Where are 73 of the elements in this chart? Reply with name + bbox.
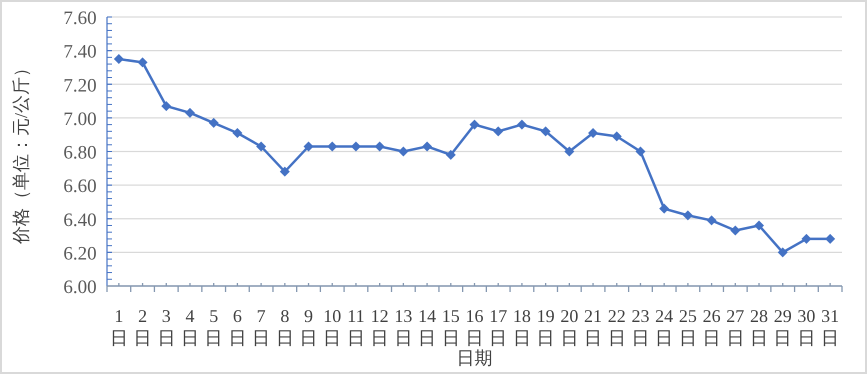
point: [304, 141, 314, 152]
point: [232, 128, 242, 138]
point: [540, 126, 551, 136]
point: [208, 118, 219, 128]
point: [564, 146, 574, 156]
x-tick-label: 10日: [323, 306, 342, 348]
x-tick-label: 14日: [418, 306, 436, 348]
x-tick-label: 15日: [442, 306, 460, 348]
point: [470, 120, 480, 130]
y-tick-label: 7.00: [63, 108, 97, 130]
x-tick-label: 2日: [134, 306, 152, 348]
y-tick-label: 6.00: [63, 277, 97, 298]
x-tick-label: 7日: [252, 306, 270, 348]
point: [825, 234, 836, 244]
y-tick-label: 7.40: [63, 42, 97, 63]
point: [778, 247, 788, 258]
x-tick-label: 25日: [678, 306, 697, 348]
x-tick-label: 29日: [774, 306, 792, 348]
x-tick-label: 5日: [204, 306, 223, 348]
x-tick-label: 1日: [110, 306, 128, 348]
point: [374, 141, 385, 152]
x-tick-label: 6日: [228, 306, 246, 348]
x-tick-label: 19日: [536, 306, 555, 348]
point: [706, 215, 717, 226]
x-tick-label: 31日: [821, 306, 840, 348]
x-tick-label: 26日: [702, 306, 721, 348]
x-tick-label: 22日: [608, 306, 626, 348]
point: [612, 131, 622, 142]
point: [659, 204, 670, 214]
y-tick-label: 6.80: [63, 142, 97, 164]
point: [730, 226, 740, 236]
point: [350, 141, 361, 152]
y-tick-label: 6.60: [63, 176, 97, 198]
point: [114, 54, 124, 64]
x-tick-label: 16日: [466, 306, 484, 348]
point: [446, 150, 456, 160]
point: [138, 57, 148, 68]
y-tick-label: 6.20: [63, 243, 97, 264]
x-tick-label: 8日: [276, 306, 294, 348]
point: [422, 141, 432, 152]
x-tick-label: 12日: [370, 306, 389, 348]
point: [682, 210, 693, 220]
point: [635, 146, 646, 156]
y-tick-label: 7.60: [63, 8, 97, 29]
point: [161, 101, 172, 112]
point: [516, 120, 527, 130]
x-tick-label: 17日: [489, 306, 508, 348]
y-tick-label: 6.40: [63, 210, 97, 231]
point: [754, 220, 764, 230]
point: [327, 141, 338, 152]
x-tick-label: 27日: [726, 306, 744, 348]
point: [398, 146, 408, 156]
x-tick-label: 30日: [797, 306, 816, 348]
point: [493, 126, 504, 136]
x-tick-label: 28日: [750, 306, 768, 348]
x-tick-label: 4日: [180, 306, 199, 348]
x-tick-label: 21日: [584, 306, 602, 348]
x-tick-label: 23日: [631, 306, 650, 348]
x-tick-label: 24日: [655, 306, 674, 348]
point: [280, 166, 290, 177]
x-tick-label: 11日: [346, 306, 365, 348]
x-tick-label: 18日: [512, 306, 531, 348]
y-axis-title: 价格（单位：元/公斤）: [11, 58, 31, 246]
x-tick-label: 3日: [157, 306, 176, 348]
point: [256, 141, 266, 152]
point: [801, 234, 812, 244]
x-tick-label: 13日: [394, 306, 412, 348]
point: [588, 128, 598, 138]
x-tick-label: 9日: [300, 306, 318, 348]
point: [184, 108, 195, 118]
x-tick-label: 20日: [560, 306, 578, 348]
y-tick-label: 7.20: [63, 75, 97, 96]
x-axis-title: 日期: [456, 348, 492, 368]
